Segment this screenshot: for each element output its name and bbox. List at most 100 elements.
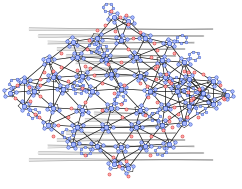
- Point: [18, 81, 22, 84]
- Point: [70, 124, 74, 127]
- Point: [193, 105, 197, 108]
- Point: [191, 50, 195, 53]
- Point: [119, 61, 123, 64]
- Point: [218, 84, 222, 87]
- Point: [193, 58, 197, 61]
- Point: [166, 72, 169, 75]
- Point: [157, 108, 161, 111]
- Point: [98, 43, 102, 46]
- Point: [175, 35, 179, 38]
- Point: [154, 87, 158, 90]
- Point: [147, 115, 151, 118]
- Point: [185, 117, 189, 120]
- Point: [143, 114, 146, 117]
- Point: [179, 78, 183, 81]
- Point: [42, 63, 46, 66]
- Point: [155, 153, 159, 156]
- Point: [104, 74, 107, 77]
- Point: [104, 62, 108, 65]
- Point: [3, 94, 7, 97]
- Point: [68, 44, 71, 47]
- Point: [155, 111, 159, 114]
- Point: [41, 121, 45, 124]
- Point: [112, 15, 116, 19]
- Point: [123, 15, 127, 18]
- Point: [190, 74, 194, 77]
- Point: [100, 82, 104, 85]
- Point: [159, 102, 163, 105]
- Point: [146, 95, 150, 98]
- Point: [75, 68, 79, 71]
- Point: [172, 45, 176, 48]
- Point: [123, 149, 127, 153]
- Point: [145, 84, 149, 88]
- Point: [217, 102, 221, 105]
- Point: [138, 82, 142, 85]
- Point: [187, 53, 191, 56]
- Point: [118, 83, 122, 86]
- Point: [89, 37, 93, 40]
- Point: [103, 10, 107, 13]
- Point: [182, 90, 186, 93]
- Point: [155, 48, 159, 51]
- Point: [51, 106, 55, 109]
- Point: [217, 81, 221, 84]
- Point: [115, 12, 119, 15]
- Point: [112, 98, 116, 101]
- Point: [125, 162, 129, 165]
- Point: [137, 37, 141, 40]
- Point: [8, 91, 12, 94]
- Point: [66, 80, 70, 83]
- Point: [112, 155, 115, 158]
- Point: [194, 107, 198, 110]
- Point: [113, 92, 116, 95]
- Point: [99, 58, 103, 61]
- Point: [102, 51, 106, 54]
- Point: [179, 42, 183, 45]
- Point: [124, 14, 128, 17]
- Point: [222, 97, 226, 100]
- Point: [212, 98, 216, 101]
- Point: [88, 147, 92, 150]
- Point: [201, 91, 205, 94]
- Point: [181, 89, 185, 92]
- Point: [200, 87, 204, 90]
- Point: [79, 148, 83, 151]
- Point: [56, 123, 60, 126]
- Point: [87, 43, 91, 46]
- Point: [80, 87, 84, 90]
- Point: [187, 78, 191, 81]
- Point: [190, 100, 194, 103]
- Point: [116, 91, 120, 94]
- Point: [166, 102, 170, 105]
- Point: [163, 106, 166, 109]
- Point: [59, 66, 63, 69]
- Point: [141, 32, 145, 35]
- Point: [123, 91, 127, 94]
- Point: [65, 128, 68, 131]
- Point: [168, 108, 172, 111]
- Point: [106, 48, 109, 51]
- Point: [113, 145, 117, 148]
- Point: [132, 21, 136, 24]
- Point: [46, 123, 50, 126]
- Point: [167, 142, 171, 145]
- Point: [108, 167, 112, 170]
- Point: [109, 10, 113, 13]
- Point: [154, 67, 158, 70]
- Point: [77, 142, 81, 145]
- Point: [91, 147, 94, 150]
- Point: [117, 165, 121, 168]
- Point: [9, 78, 13, 81]
- Point: [115, 74, 119, 77]
- Point: [114, 36, 118, 39]
- Point: [138, 74, 142, 77]
- Point: [134, 112, 138, 115]
- Point: [214, 107, 218, 110]
- Point: [89, 152, 92, 155]
- Point: [109, 72, 113, 75]
- Point: [98, 148, 101, 151]
- Point: [27, 101, 31, 105]
- Point: [109, 3, 113, 6]
- Point: [89, 94, 92, 97]
